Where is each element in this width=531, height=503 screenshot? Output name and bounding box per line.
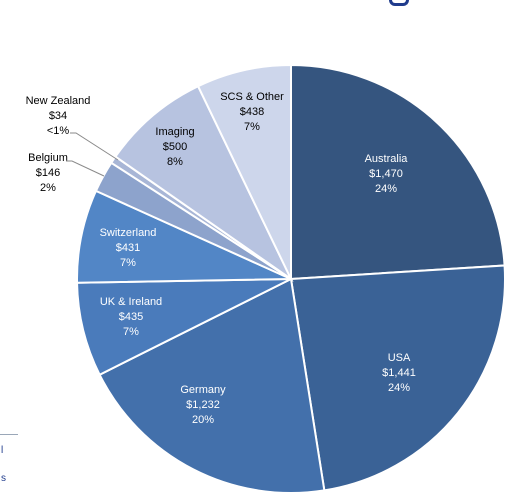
- slice-label-usa-value: $1,441: [382, 367, 416, 379]
- slice-label-switzerland-value: $431: [116, 242, 140, 254]
- slice-label-imaging-name: Imaging: [155, 126, 194, 138]
- slice-label-imaging-pct: 8%: [167, 156, 183, 168]
- slice-label-germany-value: $1,232: [186, 399, 220, 411]
- slice-label-germany-name: Germany: [180, 384, 226, 396]
- slice-label-usa-pct: 24%: [388, 382, 410, 394]
- slice-label-scs-other-name: SCS & Other: [220, 91, 284, 103]
- pie-slice-usa: [289, 264, 506, 492]
- slice-label-scs-other-pct: 7%: [244, 121, 260, 133]
- slice-label-imaging-value: $500: [163, 141, 187, 153]
- slice-label-uk-ireland-name: UK & Ireland: [100, 296, 162, 308]
- slice-label-germany-pct: 20%: [192, 414, 214, 426]
- pie-slice-scs-other: [196, 63, 292, 280]
- leader-line-belgium: [66, 160, 105, 177]
- slice-label-australia-pct: 24%: [375, 183, 397, 195]
- slice-label-switzerland-pct: 7%: [120, 257, 136, 269]
- slice-label-usa-name: USA: [388, 352, 411, 364]
- title-fragment-mark: [389, 0, 409, 6]
- slice-label-uk-ireland-value: $435: [119, 311, 143, 323]
- slice-label-uk-ireland-pct: 7%: [123, 326, 139, 338]
- slice-label-belgium-name: Belgium: [28, 152, 68, 164]
- pie-slice-imaging: [114, 84, 294, 283]
- slice-label-australia-value: $1,470: [369, 168, 403, 180]
- slice-label-belgium-value: $146: [36, 167, 60, 179]
- pie-slice-australia: [290, 63, 506, 281]
- slice-label-belgium-pct: 2%: [40, 182, 56, 194]
- slice-label-scs-other-value: $438: [240, 106, 264, 118]
- leader-line-new-zealand: [70, 132, 119, 161]
- slice-label-switzerland-name: Switzerland: [100, 227, 157, 239]
- legend-fragment-line-2: s: [1, 473, 6, 484]
- pie-slice-germany: [98, 277, 326, 494]
- slice-label-new-zealand-value: $34: [49, 110, 67, 122]
- slice-label-new-zealand-pct: <1%: [47, 125, 70, 137]
- legend-fragment-line-1: l: [1, 445, 4, 456]
- slice-label-australia-name: Australia: [365, 153, 409, 165]
- legend-fragment: l s: [0, 434, 18, 503]
- slice-label-new-zealand-name: New Zealand: [26, 95, 91, 107]
